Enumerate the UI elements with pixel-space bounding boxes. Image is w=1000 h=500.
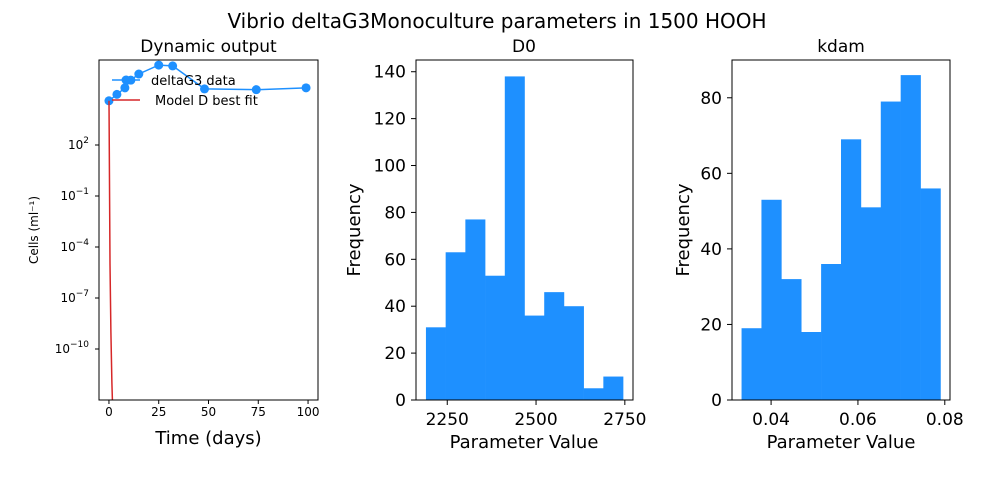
histogram-bar <box>563 306 584 400</box>
x-tick-label: 2250 <box>426 410 469 430</box>
histogram-bar <box>920 188 941 400</box>
d0-y-label: Frequency <box>344 183 365 276</box>
dynamic-output-x-label: Time (days) <box>154 428 261 449</box>
dynamic-output-ticks: 0 25 50 75 100 102 10−1 10−4 10−7 10−10 <box>55 136 320 419</box>
y-tick-label: 10−7 <box>60 289 89 305</box>
histogram-bar <box>583 388 604 400</box>
histogram-bar <box>603 376 624 400</box>
histogram-bar <box>524 315 545 400</box>
histogram-bar <box>860 207 882 400</box>
y-tick-label: 10−1 <box>60 187 89 203</box>
kdam-histogram-panel: kdam 0.04 0.06 0.08 0 20 40 60 80 Parameter Val… <box>673 37 964 453</box>
d0-axes-frame <box>415 59 634 401</box>
histogram-bar <box>801 332 822 400</box>
y-tick-label: 40 <box>700 240 722 260</box>
histogram-bar <box>781 279 802 400</box>
y-tick-label: 20 <box>384 344 406 364</box>
histogram-bar <box>544 292 565 400</box>
dynamic-output-y-label: Cells (ml⁻¹) <box>27 196 41 264</box>
dynamic-output-title: Dynamic output <box>140 37 277 57</box>
y-tick-label: 80 <box>700 89 722 109</box>
y-tick-label: 100 <box>374 157 406 177</box>
y-tick-label: 60 <box>384 250 406 270</box>
x-tick-label: 75 <box>251 405 266 419</box>
kdam-histogram-title: kdam <box>817 37 865 57</box>
y-tick-label: 140 <box>374 63 406 83</box>
dynamic-output-plot-area <box>104 60 311 400</box>
dynamic-output-panel: Dynamic output 0 25 50 75 100 102 10−1 10−4 10−7… <box>27 37 319 449</box>
histogram-bar <box>465 219 486 400</box>
kdam-y-label: Frequency <box>673 183 694 276</box>
y-tick-label: 20 <box>700 315 722 335</box>
histogram-bar <box>445 252 466 400</box>
kdam-axes-frame <box>731 59 951 401</box>
y-tick-label: 10−4 <box>60 238 89 254</box>
data-point <box>200 84 210 94</box>
d0-histogram-title: D0 <box>512 37 536 57</box>
data-point <box>112 89 122 99</box>
histogram-bar <box>504 76 525 401</box>
dynamic-output-series-group <box>104 60 311 400</box>
histogram-bar <box>741 328 762 400</box>
data-point <box>301 83 311 93</box>
y-tick-label: 60 <box>700 164 722 184</box>
histogram-bar <box>900 75 921 400</box>
y-tick-label: 0 <box>395 391 406 411</box>
legend-label-data: deltaG3 data <box>151 74 236 89</box>
data-point <box>104 96 114 106</box>
histogram-bar <box>425 327 446 400</box>
dynamic-output-axes-frame <box>98 59 319 401</box>
legend-swatch-data-marker <box>121 75 131 85</box>
data-series-line <box>108 64 307 102</box>
figure-title: Vibrio deltaG3Monoculture parameters in … <box>227 9 766 33</box>
d0-histogram-ticks: 2250 2500 2750 0 20 40 60 80 100 120 140 <box>374 63 647 430</box>
x-tick-label: 2500 <box>514 410 557 430</box>
data-point <box>134 69 144 79</box>
data-point <box>154 60 164 70</box>
kdam-histogram-ticks: 0.04 0.06 0.08 0 20 40 60 80 <box>700 89 963 430</box>
histogram-bar <box>841 139 862 401</box>
x-tick-label: 100 <box>297 405 320 419</box>
y-tick-label: 102 <box>68 136 89 152</box>
y-tick-label: 10−10 <box>55 340 90 356</box>
histogram-bar <box>821 264 842 400</box>
x-tick-label: 0.08 <box>926 410 964 430</box>
x-tick-label: 0 <box>105 405 113 419</box>
kdam-histogram-bars <box>741 75 941 401</box>
d0-x-label: Parameter Value <box>450 432 599 453</box>
data-point <box>251 85 261 95</box>
legend-label-model: Model D best fit <box>155 94 258 109</box>
x-tick-label: 0.04 <box>752 410 790 430</box>
histogram-bar <box>485 275 506 400</box>
d0-histogram-bars <box>425 76 624 401</box>
histogram-bar <box>880 101 901 401</box>
model-fit-line <box>108 100 114 400</box>
x-tick-label: 0.06 <box>839 410 877 430</box>
x-tick-label: 25 <box>151 405 166 419</box>
y-tick-label: 80 <box>384 203 406 223</box>
y-tick-label: 120 <box>374 110 406 130</box>
d0-histogram-panel: D0 2250 2500 2750 0 20 40 60 80 100 120 140 Parame… <box>344 37 646 453</box>
x-tick-label: 50 <box>201 405 216 419</box>
kdam-x-label: Parameter Value <box>767 432 916 453</box>
x-tick-label: 2750 <box>603 410 646 430</box>
y-tick-label: 0 <box>711 391 722 411</box>
data-point <box>168 61 178 71</box>
data-point <box>120 83 130 93</box>
y-tick-label: 40 <box>384 297 406 317</box>
dynamic-output-legend: deltaG3 data Model D best fit <box>112 74 258 109</box>
histogram-bar <box>761 199 782 400</box>
